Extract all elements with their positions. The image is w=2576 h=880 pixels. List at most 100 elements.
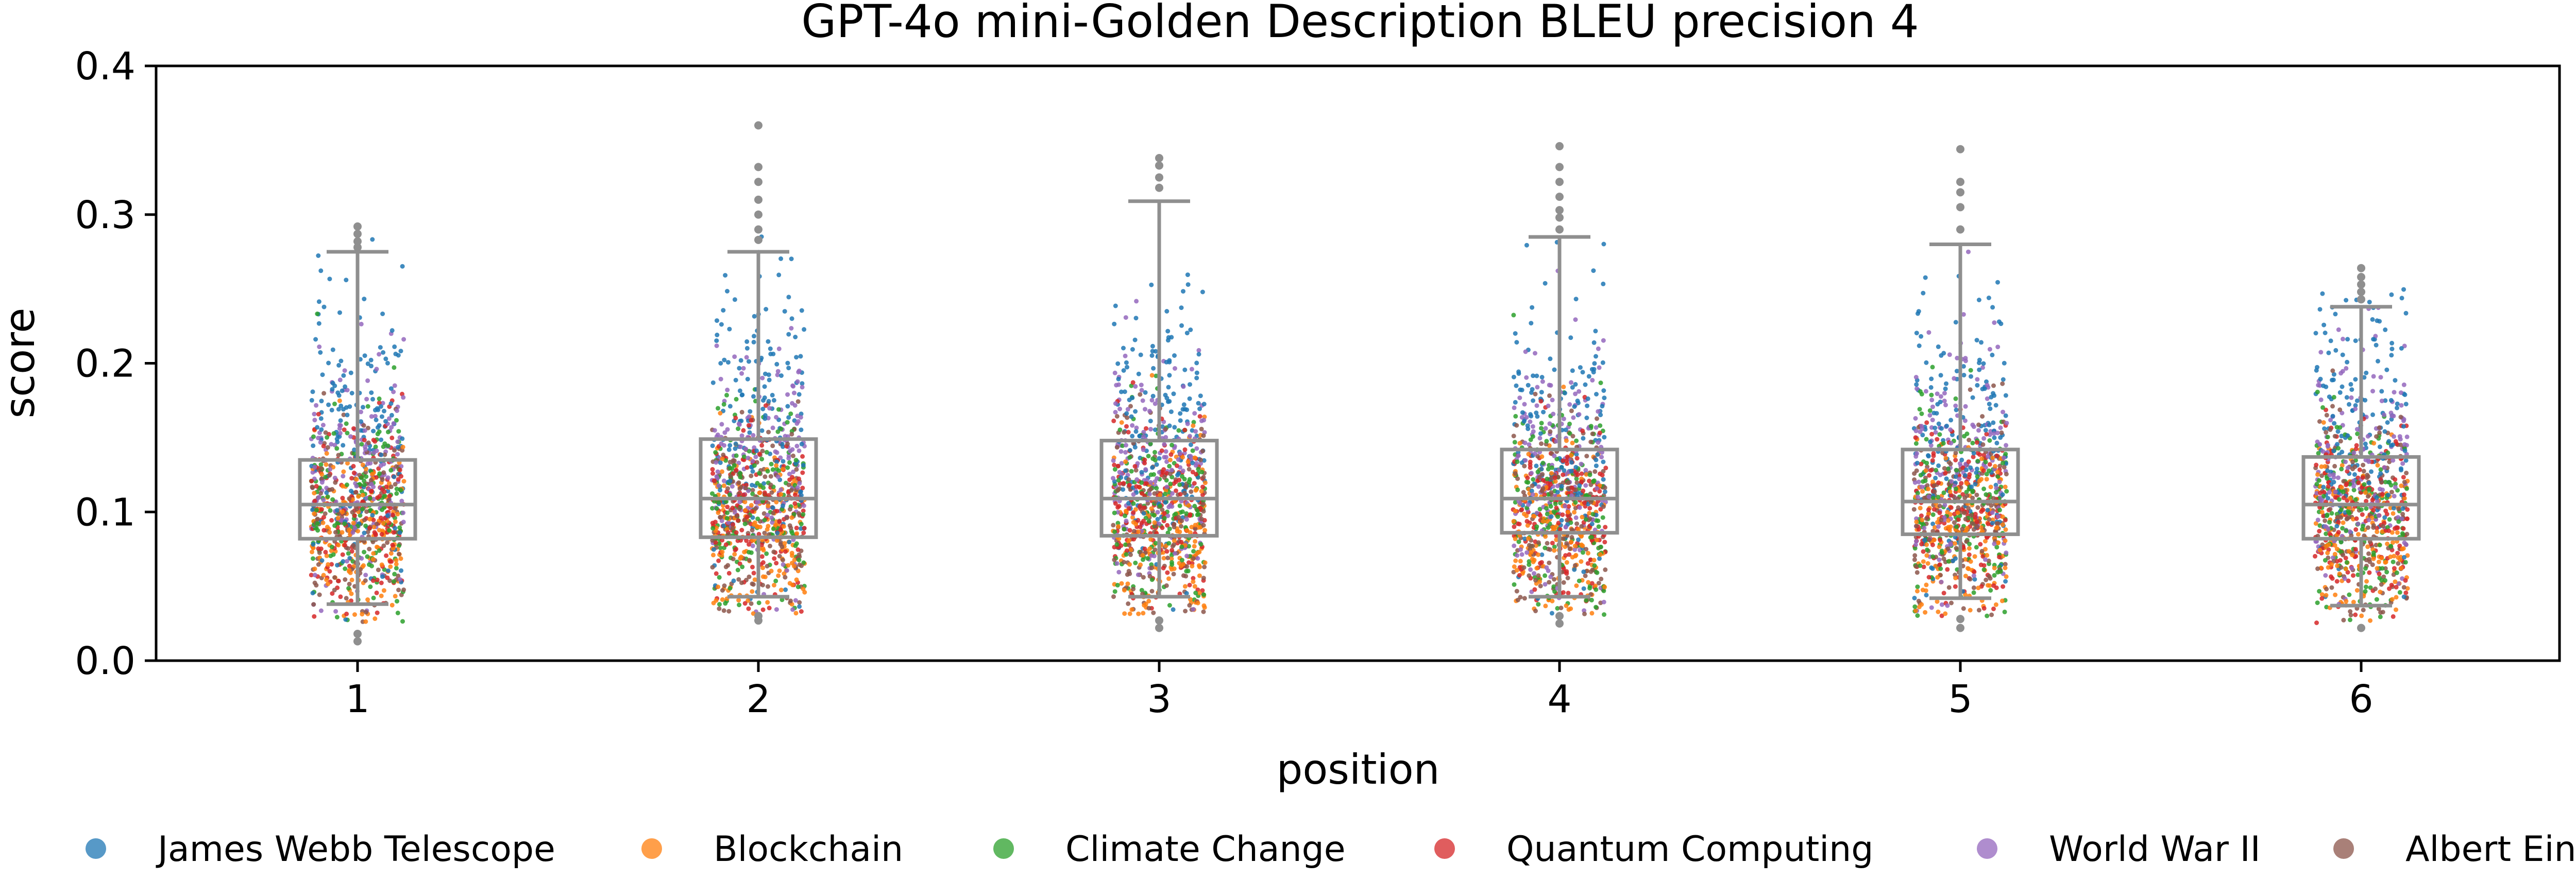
data-point (1573, 554, 1578, 559)
data-point (1936, 480, 1941, 486)
data-point (364, 396, 369, 402)
data-point (774, 361, 779, 367)
data-point (1130, 515, 1135, 520)
data-point (718, 411, 723, 416)
data-point (720, 597, 725, 602)
data-point (1164, 459, 1170, 464)
data-point (745, 376, 750, 382)
data-point (370, 472, 375, 477)
data-point (784, 515, 789, 521)
data-point (1185, 282, 1191, 287)
data-point (1547, 393, 1552, 398)
data-point (725, 387, 730, 392)
data-point (368, 478, 374, 483)
data-point (1539, 421, 1544, 426)
data-point (736, 518, 740, 523)
data-point (768, 482, 773, 488)
data-point (1192, 411, 1197, 416)
data-point (1511, 519, 1516, 524)
data-point (316, 562, 321, 567)
data-point (1995, 570, 2000, 575)
data-point (316, 321, 321, 326)
data-point (316, 253, 321, 258)
data-point (1534, 463, 1539, 469)
data-point (1582, 501, 1587, 505)
data-point (1145, 501, 1150, 506)
data-point (797, 562, 802, 567)
data-point (1565, 517, 1570, 523)
data-point (2001, 584, 2006, 589)
data-point (1143, 407, 1147, 412)
data-point (336, 363, 342, 368)
data-point (1124, 411, 1129, 416)
data-point (777, 568, 782, 573)
data-point (1171, 572, 1176, 577)
data-point (1133, 429, 1139, 434)
data-point (1149, 553, 1154, 558)
data-point (801, 463, 806, 468)
data-point (1943, 386, 1948, 391)
data-point (1943, 471, 1948, 476)
data-point (1177, 482, 1182, 487)
data-point (2389, 292, 2394, 297)
data-point (1161, 565, 1166, 571)
data-point (1570, 434, 1575, 439)
data-point (362, 530, 367, 536)
data-point (1936, 524, 1941, 529)
data-point (1991, 420, 1996, 425)
data-point (711, 478, 717, 483)
data-point (1537, 579, 1543, 584)
data-point (1163, 426, 1168, 432)
data-point (1200, 485, 1205, 490)
data-point (760, 546, 766, 551)
data-point (1999, 430, 2004, 435)
data-point (1914, 451, 1919, 456)
data-point (1581, 569, 1586, 574)
data-point (1548, 574, 1553, 579)
data-point (1595, 570, 1600, 575)
data-point (1193, 472, 1198, 477)
data-point (1978, 542, 1983, 547)
data-point (1991, 391, 1995, 396)
data-point (1194, 360, 1199, 366)
data-point (1953, 320, 1958, 325)
data-point (1158, 504, 1163, 509)
data-point (377, 548, 382, 553)
data-point (715, 318, 719, 323)
data-point (1201, 523, 1206, 528)
data-point (330, 497, 335, 502)
data-point (1601, 477, 1606, 482)
data-point (1985, 613, 1990, 618)
data-point (1543, 281, 1548, 286)
data-point (359, 321, 364, 326)
data-point (751, 571, 756, 576)
data-point (1547, 580, 1552, 585)
data-point (1122, 389, 1127, 394)
data-point (1187, 582, 1192, 588)
data-point (1123, 468, 1128, 473)
data-point (1140, 398, 1145, 403)
data-point (1192, 504, 1197, 509)
data-point (1946, 559, 1951, 564)
data-point (1602, 584, 1607, 590)
data-point (1582, 611, 1587, 616)
data-point (1572, 510, 1577, 515)
data-point (1132, 464, 1138, 469)
data-point (1152, 520, 1157, 525)
data-point (794, 525, 799, 530)
data-point (349, 591, 354, 596)
data-point (1914, 382, 1919, 387)
data-point (1116, 524, 1121, 529)
data-point (726, 447, 732, 452)
data-point (2352, 472, 2357, 477)
data-point (1113, 501, 1118, 506)
data-point (1970, 521, 1975, 526)
data-point (1143, 601, 1148, 607)
data-point (375, 610, 380, 615)
data-point (1602, 540, 1607, 545)
data-point (1948, 541, 1953, 546)
data-point (1569, 460, 1574, 465)
data-point (1125, 581, 1130, 586)
data-point (1938, 472, 1943, 477)
data-point (393, 519, 398, 524)
